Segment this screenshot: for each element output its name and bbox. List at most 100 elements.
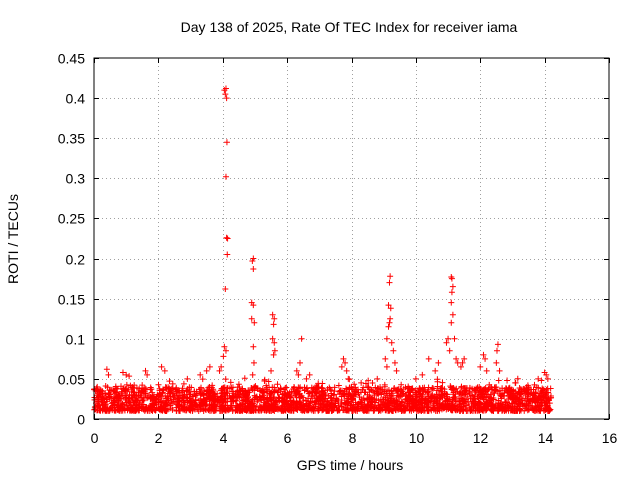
data-point	[421, 384, 428, 391]
data-point	[389, 407, 396, 414]
y-tick-label: 0	[77, 412, 85, 428]
data-point	[180, 388, 187, 395]
data-point	[295, 371, 302, 378]
data-point	[516, 398, 523, 405]
data-point	[381, 381, 388, 388]
data-point	[436, 391, 443, 398]
data-point	[340, 355, 347, 362]
data-point	[476, 407, 483, 414]
data-point	[406, 393, 413, 400]
data-point	[264, 407, 271, 414]
data-point	[272, 404, 279, 411]
data-point	[222, 173, 229, 180]
data-point	[393, 367, 400, 374]
data-point	[91, 406, 98, 413]
data-point	[304, 384, 311, 391]
data-point	[180, 380, 187, 387]
data-point	[399, 407, 406, 414]
data-point	[374, 375, 381, 382]
data-point	[292, 392, 299, 399]
data-point	[363, 407, 370, 414]
data-point	[508, 386, 515, 393]
data-point	[401, 403, 408, 410]
data-point	[470, 396, 477, 403]
data-point	[412, 389, 419, 396]
data-point	[283, 404, 290, 411]
data-point	[487, 384, 494, 391]
data-point	[447, 383, 454, 390]
data-point	[448, 319, 455, 326]
data-point	[167, 405, 174, 412]
data-point	[341, 388, 348, 395]
data-point	[321, 401, 328, 408]
data-point	[253, 403, 260, 410]
data-point	[378, 391, 385, 398]
data-point	[514, 375, 521, 382]
data-point	[365, 407, 372, 414]
data-point	[229, 384, 236, 391]
data-point	[114, 385, 121, 392]
data-point	[302, 406, 309, 413]
data-point	[546, 405, 553, 412]
data-point	[268, 403, 275, 410]
data-point	[445, 335, 452, 342]
data-point	[179, 394, 186, 401]
data-point	[194, 406, 201, 413]
data-point	[243, 395, 250, 402]
data-point	[521, 407, 528, 414]
data-point	[162, 405, 169, 412]
data-point	[335, 382, 342, 389]
data-point	[257, 394, 264, 401]
data-point	[435, 359, 442, 366]
data-point	[140, 394, 147, 401]
data-point	[304, 400, 311, 407]
data-point	[123, 381, 130, 388]
data-point	[428, 404, 435, 411]
data-point	[199, 376, 206, 383]
data-point	[354, 405, 361, 412]
data-point	[319, 391, 326, 398]
y-tick-label: 0.35	[58, 131, 85, 147]
data-point	[170, 394, 177, 401]
data-point	[239, 386, 246, 393]
data-point	[418, 395, 425, 402]
data-point	[388, 339, 395, 346]
data-point	[362, 380, 369, 387]
data-point	[443, 339, 450, 346]
data-point	[361, 389, 368, 396]
data-point	[380, 396, 387, 403]
data-point	[386, 319, 393, 326]
data-point	[206, 401, 213, 408]
data-point	[297, 359, 303, 366]
data-point	[477, 399, 484, 406]
data-point	[302, 397, 309, 404]
data-point	[328, 401, 335, 408]
data-point	[253, 393, 260, 400]
data-point	[222, 376, 229, 383]
data-point	[291, 399, 298, 406]
data-point	[408, 385, 415, 392]
data-point	[229, 394, 236, 401]
data-point	[309, 404, 316, 411]
y-tick-label: 0.4	[66, 91, 86, 107]
data-point	[143, 386, 150, 393]
data-point	[413, 403, 420, 410]
data-point	[466, 389, 473, 396]
data-point	[526, 406, 533, 413]
data-point	[360, 384, 367, 391]
data-point	[505, 385, 512, 392]
data-point	[245, 402, 252, 409]
data-point	[367, 401, 374, 408]
data-point	[383, 363, 390, 370]
data-point	[262, 403, 269, 410]
y-tick-label: 0.05	[58, 372, 85, 388]
data-point	[103, 366, 110, 373]
data-point	[359, 405, 366, 412]
data-point	[387, 315, 394, 322]
data-point	[448, 275, 455, 282]
data-point	[273, 398, 280, 405]
data-point	[512, 388, 519, 395]
data-point	[184, 395, 191, 402]
data-point	[497, 401, 504, 408]
